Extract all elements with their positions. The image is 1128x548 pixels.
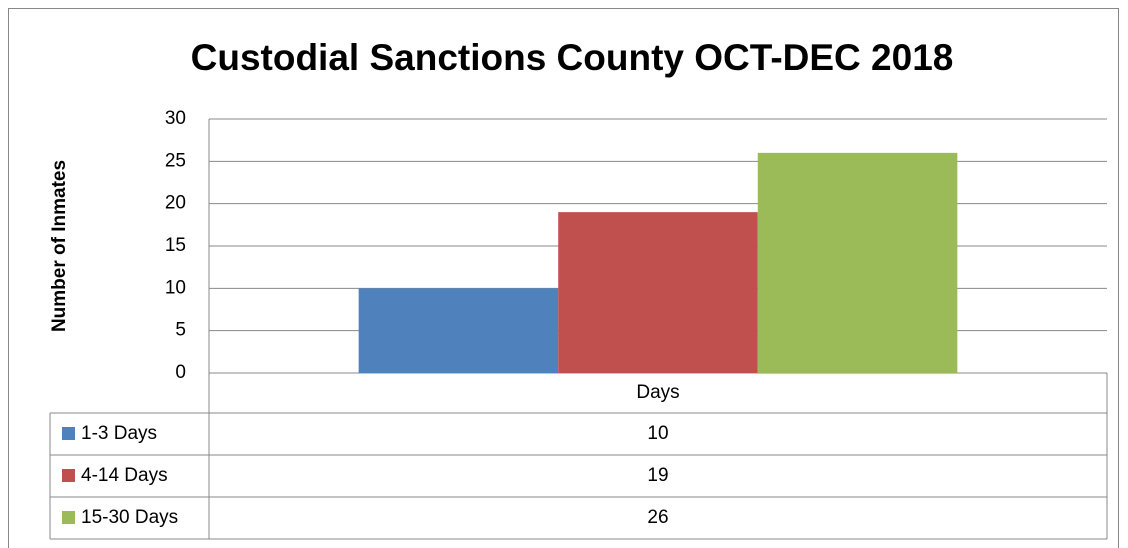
legend-label: 4-14 Days	[81, 465, 168, 486]
bar	[558, 212, 758, 373]
legend-swatch	[62, 511, 75, 524]
legend-swatch	[62, 427, 75, 440]
table-value: 19	[647, 465, 668, 486]
y-tick-label: 5	[175, 320, 186, 341]
legend-label: 1-3 Days	[81, 423, 157, 444]
bar	[757, 152, 958, 373]
y-tick-label: 15	[165, 235, 186, 256]
y-tick-label: 0	[175, 362, 186, 383]
y-tick-label: 20	[165, 193, 186, 214]
legend-swatch	[62, 469, 75, 482]
y-axis-label: Number of Inmates	[49, 160, 70, 332]
bar	[358, 288, 559, 373]
y-tick-label: 10	[165, 277, 186, 298]
y-tick-label: 30	[165, 108, 186, 129]
table-value: 26	[647, 507, 668, 528]
chart-title: Custodial Sanctions County OCT-DEC 2018	[191, 37, 954, 78]
x-tick-label: Days	[636, 382, 679, 403]
y-tick-label: 25	[165, 150, 186, 171]
legend-label: 15-30 Days	[81, 507, 178, 528]
table-value: 10	[647, 423, 668, 444]
